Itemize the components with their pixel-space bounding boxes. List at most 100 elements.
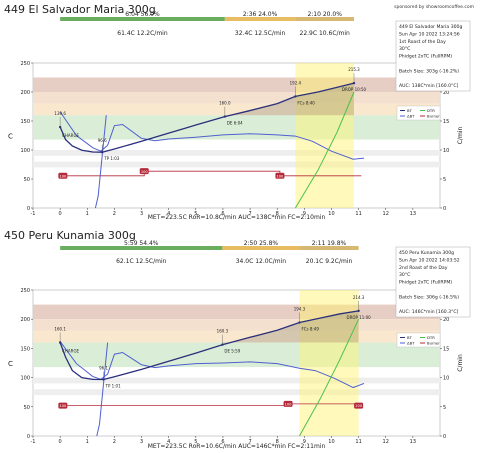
y-tick-label: 200 (20, 90, 30, 96)
y-tick-label: 50 (24, 405, 30, 411)
event-label: DE 5:59 (224, 349, 240, 354)
band-stripe-2 (33, 377, 440, 384)
burner-marker-label: 100 (59, 404, 67, 408)
x-tick-label: 13 (410, 439, 416, 445)
x-tick-label: 0 (59, 211, 62, 217)
event-label: FCs 8:40 (297, 100, 315, 105)
phase-stats-2: 32.4C 12.5C/min (235, 30, 286, 37)
event-label: FCs 8:49 (301, 327, 319, 332)
phase-bar-2 (222, 246, 300, 250)
roast-info-box (395, 246, 471, 318)
y-tick-label: 50 (24, 177, 30, 183)
x-tick-label: 6 (221, 439, 224, 445)
ror-start-line (94, 115, 107, 209)
y-right-tick-label: 15 (443, 346, 449, 352)
x-tick-label: 10 (328, 439, 334, 445)
x-tick-label: 8 (276, 211, 279, 217)
event-value: 192.4 (290, 80, 302, 85)
roast-info-line: Batch Size: 306g (-16.5%) (399, 294, 459, 300)
x-tick-label: -1 (31, 211, 36, 217)
x-tick-label: 2 (113, 211, 116, 217)
x-tick-label: 1 (86, 211, 89, 217)
legend-box (396, 105, 441, 121)
roast-info-line: 30°C (399, 46, 410, 52)
band-stripe-1 (33, 161, 440, 168)
band-drying (33, 342, 440, 368)
roast-info-line: 1st Roast of the Day (399, 39, 446, 45)
legend-label: BT (407, 108, 413, 113)
roast-info-line: Sun Apr 10 2022 13:24:56 (399, 31, 460, 37)
roast-info-line: 449 El Salvador Maria 300g (399, 24, 462, 30)
x-tick-label: 3 (140, 211, 143, 217)
legend-box (396, 332, 441, 348)
y-right-tick-label: 5 (443, 177, 446, 183)
burner-marker-2 (283, 400, 293, 407)
event-value: 215.3 (348, 67, 360, 72)
dtr-line (299, 318, 360, 437)
x-tick-label: 7 (248, 439, 251, 445)
roast-info-line: Phidget 2xTC (FullRPM) (399, 280, 452, 286)
burner-marker-3 (354, 402, 364, 409)
legend-label: ΔBT (407, 341, 415, 346)
event-label: DE 6:04 (227, 121, 243, 126)
x-tick-label: 12 (383, 439, 389, 445)
phase-label-3: 2:11 19.8% (312, 240, 347, 247)
ror-start-line (96, 342, 109, 437)
band-drying (33, 115, 440, 140)
y-right-tick-label: 0 (443, 206, 446, 212)
phase-bar-1 (60, 246, 223, 250)
burner-marker-label: 100 (276, 174, 284, 178)
burner-marker-label: 100 (141, 170, 149, 174)
y-right-axis-label: C/min (457, 354, 464, 372)
event-value: 194.3 (294, 307, 306, 312)
event-label: DROP 11:00 (346, 315, 371, 320)
x-tick-label: 5 (194, 439, 197, 445)
x-tick-label: 9 (303, 439, 306, 445)
y-right-tick-label: 20 (443, 90, 449, 96)
y-right-tick-label: 5 (443, 405, 446, 411)
burner-marker-3 (275, 172, 285, 179)
y-tick-label: 0 (27, 434, 30, 440)
phase-stats-1: 62.1C 12.5C/min (116, 258, 167, 265)
footer-stats: MET=223.5C RoR=10.8C/min AUC=138C*min FC… (148, 214, 326, 221)
roast-info-line: Phidget 2xTC (FullRPM) (399, 54, 452, 60)
event-point-5 (352, 81, 356, 85)
bt-line (59, 82, 355, 153)
legend-label: Burner (427, 114, 440, 119)
y-right-tick-label: 0 (443, 434, 446, 440)
event-value: 96.1 (99, 365, 108, 370)
phase-bar-3 (299, 246, 359, 250)
roast-info-line: Sun Apr 10 2022 14:03:52 (399, 257, 460, 263)
footer-stats: MET=223.5C RoR=10.6C/min AUC=146C*min FC… (148, 443, 326, 450)
roast-info-line: 2nd Roast of the Day (399, 265, 448, 271)
event-point-4 (294, 95, 297, 98)
y-tick-label: 150 (20, 119, 30, 125)
chart-title: 450 Peru Kunamia 300g (4, 229, 136, 242)
dtr-line (294, 91, 355, 209)
chart-1: 449 El Salvador Maria 300g sponsored by s… (4, 3, 474, 221)
legend-label: ΔBT (407, 114, 415, 119)
x-tick-label: -1 (31, 439, 36, 445)
phase-stats-3: 22.9C 10.6C/min (300, 30, 351, 37)
x-tick-label: 2 (113, 439, 116, 445)
x-tick-label: 3 (140, 439, 143, 445)
legend-label: DTR (427, 335, 435, 340)
ror-line (59, 111, 365, 160)
x-tick-label: 8 (276, 439, 279, 445)
y-right-tick-label: 10 (443, 376, 449, 382)
y-axis-label: C (8, 133, 13, 141)
burner-marker-label: 100 (355, 404, 363, 408)
phase-label-1: 5:59 54.4% (124, 240, 159, 247)
y-right-tick-label: 10 (443, 148, 449, 154)
phase-stats-3: 20.1C 9.2C/min (306, 258, 353, 265)
x-tick-label: 11 (355, 439, 361, 445)
event-label: CHARGE (62, 349, 79, 354)
band-maillard (33, 103, 440, 116)
roast-info-line: 450 Peru Kunamia 300g (399, 250, 454, 256)
burner-marker-1 (58, 402, 68, 409)
event-point-3 (223, 115, 227, 118)
x-tick-label: 6 (221, 211, 224, 217)
y-tick-label: 200 (20, 317, 30, 323)
